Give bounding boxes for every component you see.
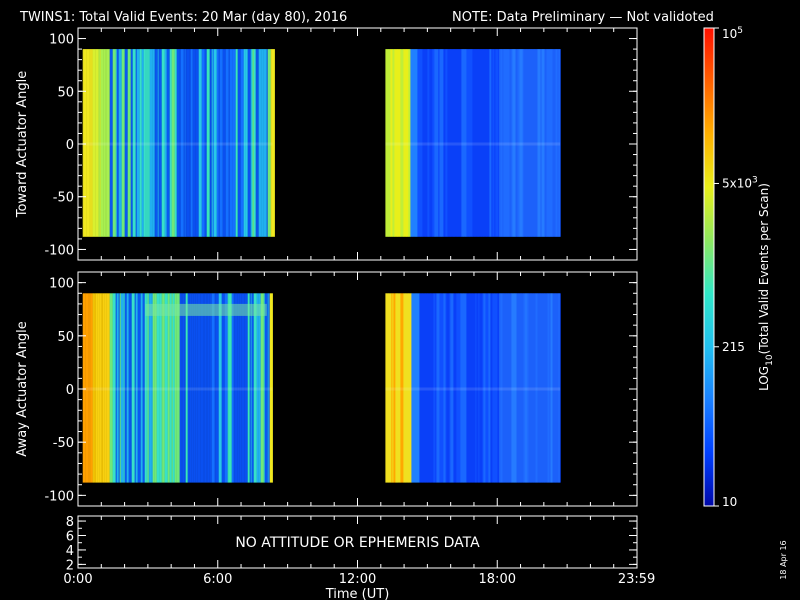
ytick-label: -50: [53, 436, 74, 451]
colorbar-label: LOG10(Total Valid Events per Scan): [757, 183, 775, 391]
ytick-label: -100: [44, 243, 74, 258]
heatmap-block-1-2: [385, 49, 561, 237]
ytick-label: 100: [49, 277, 74, 292]
ytick-label: 6: [66, 530, 74, 545]
colorbar-tick-label: 105: [722, 26, 743, 41]
colorbar: 105 5x103 215 10 LOG10(Total Valid Events pe…: [703, 26, 775, 509]
ytick-label: 4: [66, 544, 74, 559]
ytick-label: -50: [53, 191, 74, 206]
xtick-label: 6:00: [203, 572, 232, 587]
xtick-label: 0:00: [63, 572, 92, 587]
xtick-label: 23:59: [618, 572, 655, 587]
panel-2-axes: 100 50 0 -50 -100 Away Actuator Angle: [15, 271, 638, 507]
colorbar-tick-label: 10: [722, 495, 737, 509]
heatmap-block-2-2: [385, 293, 561, 483]
heatmap-block-2-1: [82, 293, 273, 483]
preliminary-note: NOTE: Data Preliminary — Not validoted: [452, 10, 714, 25]
ytick-label: 0: [66, 383, 74, 398]
colorbar-tick-label: 215: [722, 340, 745, 354]
ylabel-panel-1: Toward Actuator Angle: [15, 71, 30, 218]
ytick-label: 0: [66, 138, 74, 153]
ylabel-panel-2: Away Actuator Angle: [15, 321, 30, 456]
heatmap-block-1-1: [82, 49, 275, 237]
xtick-label: 18:00: [479, 572, 516, 587]
chart-title: TWINS1: Total Valid Events: 20 Mar (day …: [19, 10, 347, 25]
ytick-label: 50: [57, 85, 74, 100]
ytick-label: -100: [44, 489, 74, 504]
ytick-label: 2: [66, 558, 74, 573]
ytick-label: 8: [66, 515, 74, 530]
ytick-label: 50: [57, 330, 74, 345]
xaxis-label: Time (UT): [325, 587, 390, 600]
no-data-message: NO ATTITUDE OR EPHEMERIS DATA: [235, 535, 480, 551]
xtick-label: 12:00: [339, 572, 376, 587]
footer-date: 18 Apr 16: [779, 540, 788, 579]
colorbar-tick-label: 5x103: [722, 175, 758, 190]
ytick-label: 100: [49, 33, 74, 48]
panel-1-axes: 100 50 0 -50 -100 Toward Actuator Angle: [15, 27, 638, 261]
